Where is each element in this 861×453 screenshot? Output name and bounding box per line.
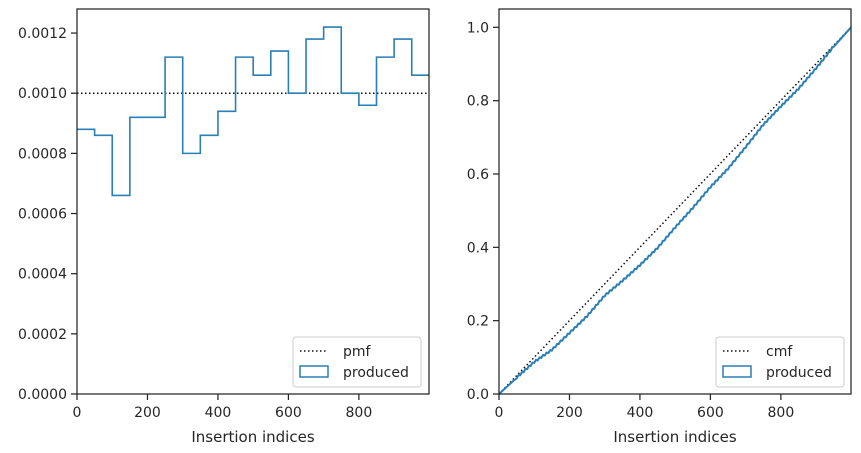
cmf-legend-frame (715, 336, 845, 388)
pmf-legend-frame (292, 336, 422, 388)
pmf-y-tick-label: 0.0002 (18, 327, 67, 343)
cmf-x-tick-label: 0 (495, 405, 504, 421)
cmf-y-tick-label: 0.2 (467, 314, 489, 330)
cmf-y-ticks: 0.0 0.2 0.4 0.6 0.8 1.0 (467, 20, 499, 403)
pmf-y-ticks: 0.0000 0.0002 0.0004 0.0006 0.0008 0.0010 0.00… (18, 26, 77, 403)
pmf-axes-frame (76, 8, 430, 395)
cmf-reference-layer (498, 26, 852, 395)
pmf-x-axis-label: Insertion indices (191, 428, 314, 446)
pmf-x-tick-label: 800 (346, 405, 373, 421)
cmf-x-ticks: 0 200 400 600 800 (495, 394, 795, 421)
pmf-x-tick-label: 400 (205, 405, 232, 421)
pmf-y-tick-label: 0.0008 (18, 146, 67, 162)
pmf-y-tick-label: 0.0010 (18, 86, 67, 102)
pmf-chart: 0 200 400 600 800 0.00000.00020.00040.00060.… (18, 8, 430, 446)
cmf-y-tick-label: 0.0 (467, 387, 489, 403)
cmf-axes-frame (498, 8, 852, 395)
cmf-x-tick-label: 400 (627, 405, 654, 421)
cmf-y-tick-label: 1.0 (467, 20, 489, 36)
cmf-y-tick-label: 0.8 (467, 94, 489, 110)
cmf-legend-produced-label: produced (766, 365, 832, 381)
pmf-legend-produced-swatch (299, 365, 329, 378)
pmf-y-tick-label: 0.0012 (18, 26, 67, 42)
cmf-x-tick-label: 800 (768, 405, 795, 421)
pmf-series-layer (77, 26, 429, 197)
pmf-y-tick-label: 0.0004 (18, 267, 67, 283)
cmf-legend-cmf-label: cmf (766, 344, 793, 360)
pmf-legend: pmf produced (292, 336, 422, 388)
pmf-series-produced (77, 26, 429, 197)
cmf-series-produced (498, 26, 852, 395)
cmf-chart: 0 200 400 600 800 0.0 0.2 0.4 0.6 0.8 1.0 Inserti… (467, 8, 852, 446)
pmf-legend-produced-label: produced (343, 365, 409, 381)
pmf-y-tick-label: 0.0006 (18, 207, 67, 223)
cmf-plot-area (499, 9, 851, 394)
cmf-x-tick-label: 600 (697, 405, 724, 421)
pmf-y-tick-label: 0.0000 (18, 387, 67, 403)
cmf-y-tick-label: 0.6 (467, 167, 489, 183)
pmf-x-tick-label: 600 (275, 405, 302, 421)
cmf-x-axis-label: Insertion indices (613, 428, 736, 446)
pmf-legend-pmf-label: pmf (343, 344, 372, 360)
cmf-reference-line (498, 26, 852, 395)
cmf-legend: cmf produced (715, 336, 845, 388)
cmf-series-layer (498, 26, 852, 395)
cmf-y-tick-label: 0.4 (467, 240, 489, 256)
pmf-x-ticks: 0 200 400 600 800 (73, 394, 373, 421)
cmf-legend-produced-swatch (722, 365, 752, 378)
cmf-x-tick-label: 200 (556, 405, 583, 421)
pmf-x-tick-label: 0 (73, 405, 82, 421)
pmf-x-tick-label: 200 (134, 405, 161, 421)
